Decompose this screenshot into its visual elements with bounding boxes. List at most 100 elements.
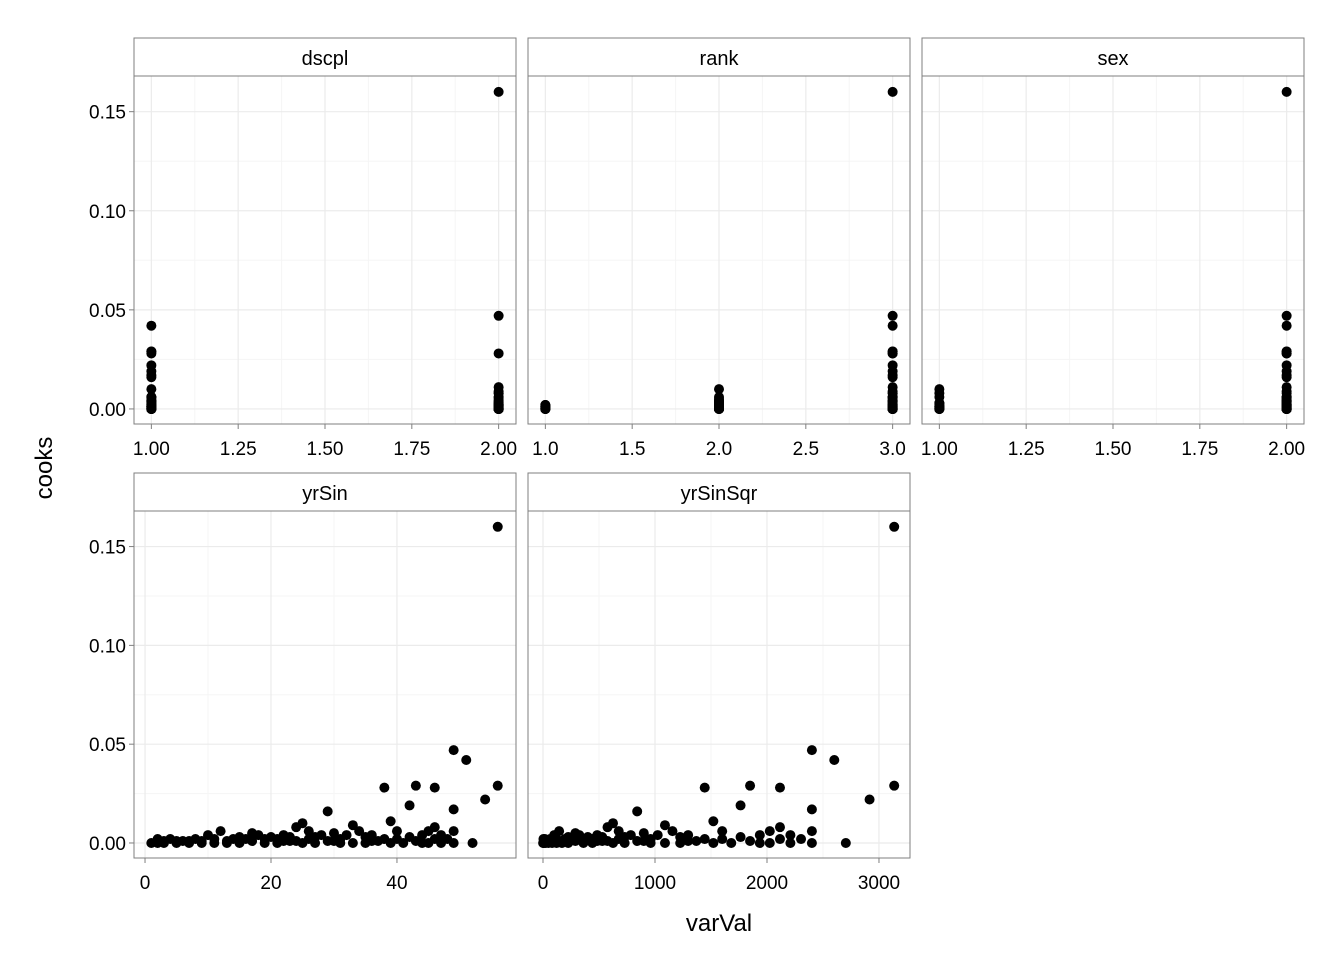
x-tick-label: 1.25: [220, 439, 257, 460]
facet-panel-dscpl: dscpl 0.00 0.05 0.10 0.15 1.00 1.25 1.50 1.75 2.0…: [89, 37, 517, 460]
data-point: [303, 826, 314, 837]
data-point: [493, 348, 504, 359]
data-point: [480, 794, 491, 805]
data-point: [708, 816, 719, 827]
facet-strip: [527, 37, 911, 77]
data-point: [203, 830, 214, 841]
y-tick-label: 0.05: [89, 301, 126, 322]
data-point: [659, 837, 670, 848]
data-point: [889, 521, 900, 532]
data-point: [785, 837, 796, 848]
data-point: [806, 837, 817, 848]
data-point: [493, 401, 504, 412]
data-point: [745, 780, 756, 791]
x-tick-label: 1.25: [1008, 439, 1045, 460]
panel-background: [134, 511, 516, 858]
data-point: [1281, 86, 1292, 97]
data-point: [754, 837, 765, 848]
panel-border: [527, 510, 911, 859]
data-point: [578, 837, 589, 848]
panel-border: [527, 75, 911, 425]
data-point: [253, 830, 264, 841]
data-point: [146, 348, 157, 359]
data-point: [632, 806, 643, 817]
facet-panel-yrSinSqr: yrSinSqr 0 1000 2000 3000: [527, 472, 911, 894]
x-tick-label: 1.50: [1095, 439, 1132, 460]
data-point: [592, 836, 603, 847]
data-point: [735, 800, 746, 811]
x-tick-label: 3.0: [879, 439, 905, 460]
facet-strip-label: dscpl: [302, 48, 349, 70]
data-point: [829, 754, 840, 765]
x-tick-label: 1.50: [307, 439, 344, 460]
data-point: [303, 834, 314, 845]
data-point: [391, 826, 402, 837]
y-tick-label: 0.15: [89, 538, 126, 559]
data-point: [215, 826, 226, 837]
data-point: [708, 837, 719, 848]
panel-border: [133, 510, 517, 859]
data-point: [638, 828, 649, 839]
y-tick-label: 0.15: [89, 103, 126, 124]
data-point: [347, 837, 358, 848]
data-point: [889, 780, 900, 791]
x-tick-label: 2.00: [480, 439, 517, 460]
data-point: [247, 836, 258, 847]
data-point: [366, 836, 377, 847]
data-point: [467, 837, 478, 848]
data-point: [322, 806, 333, 817]
data-point: [417, 830, 428, 841]
data-point: [887, 320, 898, 331]
data-point: [1281, 320, 1292, 331]
data-point: [385, 816, 396, 827]
data-point: [1281, 310, 1292, 321]
data-point: [659, 820, 670, 831]
data-point: [461, 754, 472, 765]
x-tick-label: 2.00: [1268, 439, 1305, 460]
data-point: [699, 834, 710, 845]
facet-panel-rank: rank 1.0 1.5 2.0 2.5 3.0: [527, 37, 911, 460]
y-tick-label: 0.00: [89, 400, 126, 421]
data-point: [379, 834, 390, 845]
x-tick-label: 1.0: [532, 439, 558, 460]
facet-strip-label: yrSin: [302, 483, 348, 505]
data-point: [717, 826, 728, 837]
data-point: [404, 832, 415, 843]
facet-strip-label: yrSinSqr: [681, 483, 758, 505]
data-point: [683, 836, 694, 847]
data-point: [675, 837, 686, 848]
y-axis-title: cooks: [31, 437, 58, 500]
data-point: [774, 782, 785, 793]
data-point: [146, 384, 157, 395]
data-point: [429, 782, 440, 793]
x-tick-label: 1000: [634, 873, 676, 894]
y-tick-label: 0.10: [89, 202, 126, 223]
facet-panel-sex: sex 1.00 1.25 1.50 1.75 2.00: [921, 37, 1305, 460]
data-point: [448, 826, 459, 837]
data-point: [492, 780, 503, 791]
data-point: [806, 826, 817, 837]
data-point: [221, 837, 232, 848]
data-point: [1281, 401, 1292, 412]
data-point: [602, 836, 613, 847]
x-axis-title: varVal: [686, 910, 752, 937]
x-tick-label: 1.5: [619, 439, 645, 460]
panel-border: [133, 75, 517, 425]
x-tick-label: 0: [140, 873, 151, 894]
facet-strip: [527, 472, 911, 512]
x-tick-label: 1.75: [1181, 439, 1218, 460]
data-point: [171, 836, 182, 847]
x-tick-label: 2.5: [793, 439, 819, 460]
data-point: [774, 834, 785, 845]
data-point: [864, 794, 875, 805]
data-point: [196, 837, 207, 848]
y-tick-label: 0.10: [89, 636, 126, 657]
data-point: [717, 834, 728, 845]
data-point: [417, 837, 428, 848]
data-point: [1281, 372, 1292, 383]
facet-panel-yrSin: yrSin 0.00 0.05 0.10 0.15 0 20 40: [89, 472, 517, 894]
data-point: [745, 836, 756, 847]
data-point: [146, 320, 157, 331]
x-tick-label: 1.75: [393, 439, 430, 460]
